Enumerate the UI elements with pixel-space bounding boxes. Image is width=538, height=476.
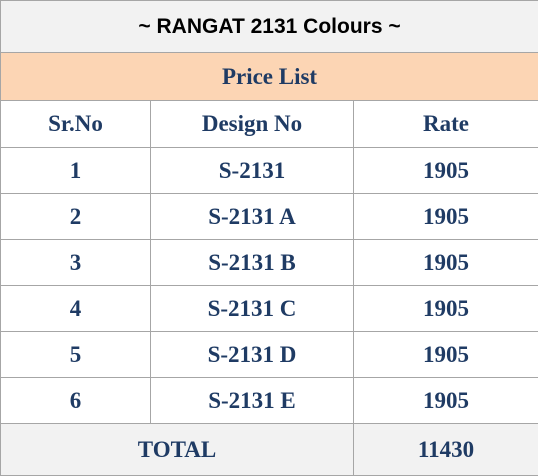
cell: 1905 bbox=[354, 240, 538, 286]
cell: 1905 bbox=[354, 378, 538, 424]
cell: 6 bbox=[1, 378, 151, 424]
cell: 1905 bbox=[354, 332, 538, 378]
subtitle-row: Price List bbox=[1, 53, 538, 101]
cell: S-2131 bbox=[151, 148, 354, 194]
title-row: ~ RANGAT 2131 Colours ~ bbox=[1, 1, 538, 53]
column-header: Sr.No bbox=[1, 101, 151, 148]
cell: S-2131 C bbox=[151, 286, 354, 332]
subtitle: Price List bbox=[1, 53, 538, 101]
cell: S-2131 A bbox=[151, 194, 354, 240]
cell: 1 bbox=[1, 148, 151, 194]
total-value: 11430 bbox=[354, 424, 538, 476]
cell: 1905 bbox=[354, 148, 538, 194]
column-header: Rate bbox=[354, 101, 538, 148]
cell: 1905 bbox=[354, 194, 538, 240]
cell: S-2131 E bbox=[151, 378, 354, 424]
cell: S-2131 D bbox=[151, 332, 354, 378]
cell: S-2131 B bbox=[151, 240, 354, 286]
title: ~ RANGAT 2131 Colours ~ bbox=[1, 1, 538, 53]
cell: 4 bbox=[1, 286, 151, 332]
cell: 5 bbox=[1, 332, 151, 378]
cell: 1905 bbox=[354, 286, 538, 332]
cell: 2 bbox=[1, 194, 151, 240]
cell: 3 bbox=[1, 240, 151, 286]
column-header: Design No bbox=[151, 101, 354, 148]
total-label: TOTAL bbox=[1, 424, 354, 476]
